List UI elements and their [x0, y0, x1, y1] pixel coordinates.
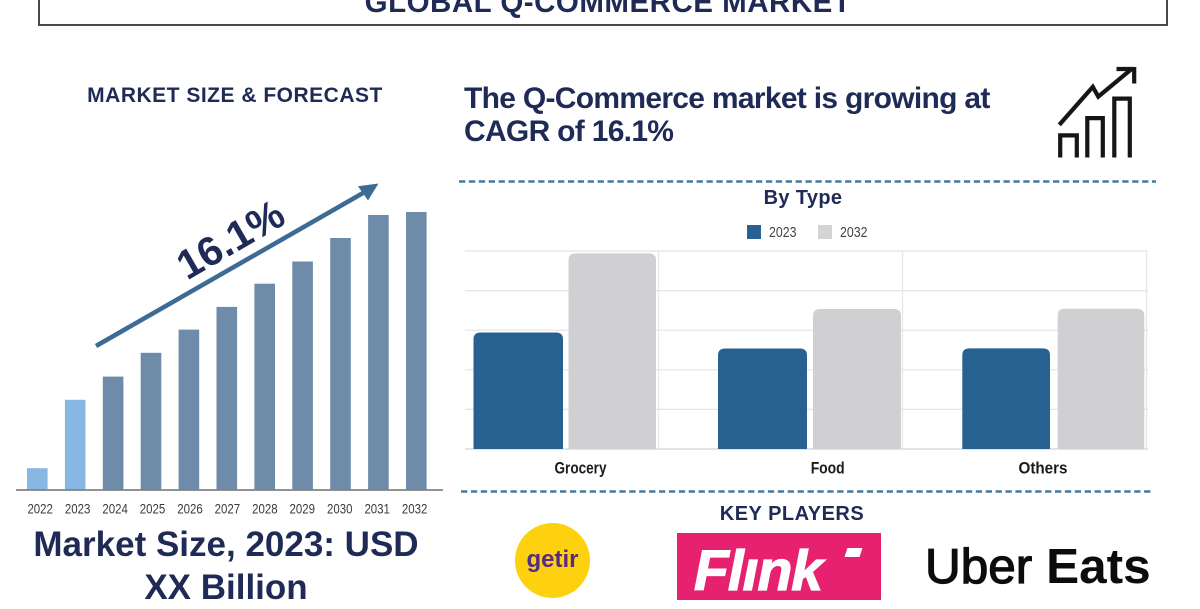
svg-text:Grocery: Grocery [555, 460, 608, 478]
svg-text:2030: 2030 [327, 501, 353, 517]
svg-text:2024: 2024 [102, 501, 128, 517]
svg-text:2027: 2027 [215, 501, 241, 517]
svg-text:Food: Food [811, 460, 845, 478]
svg-text:2023: 2023 [65, 501, 91, 517]
svg-text:16.1%: 16.1% [169, 190, 293, 288]
svg-text:2029: 2029 [290, 501, 316, 517]
svg-text:2022: 2022 [27, 501, 53, 517]
svg-text:2025: 2025 [140, 501, 166, 517]
svg-text:2028: 2028 [252, 501, 278, 517]
svg-text:2032: 2032 [402, 501, 428, 517]
svg-text:2026: 2026 [177, 501, 203, 517]
svg-text:Others: Others [1019, 460, 1068, 478]
svg-text:2031: 2031 [364, 501, 390, 517]
